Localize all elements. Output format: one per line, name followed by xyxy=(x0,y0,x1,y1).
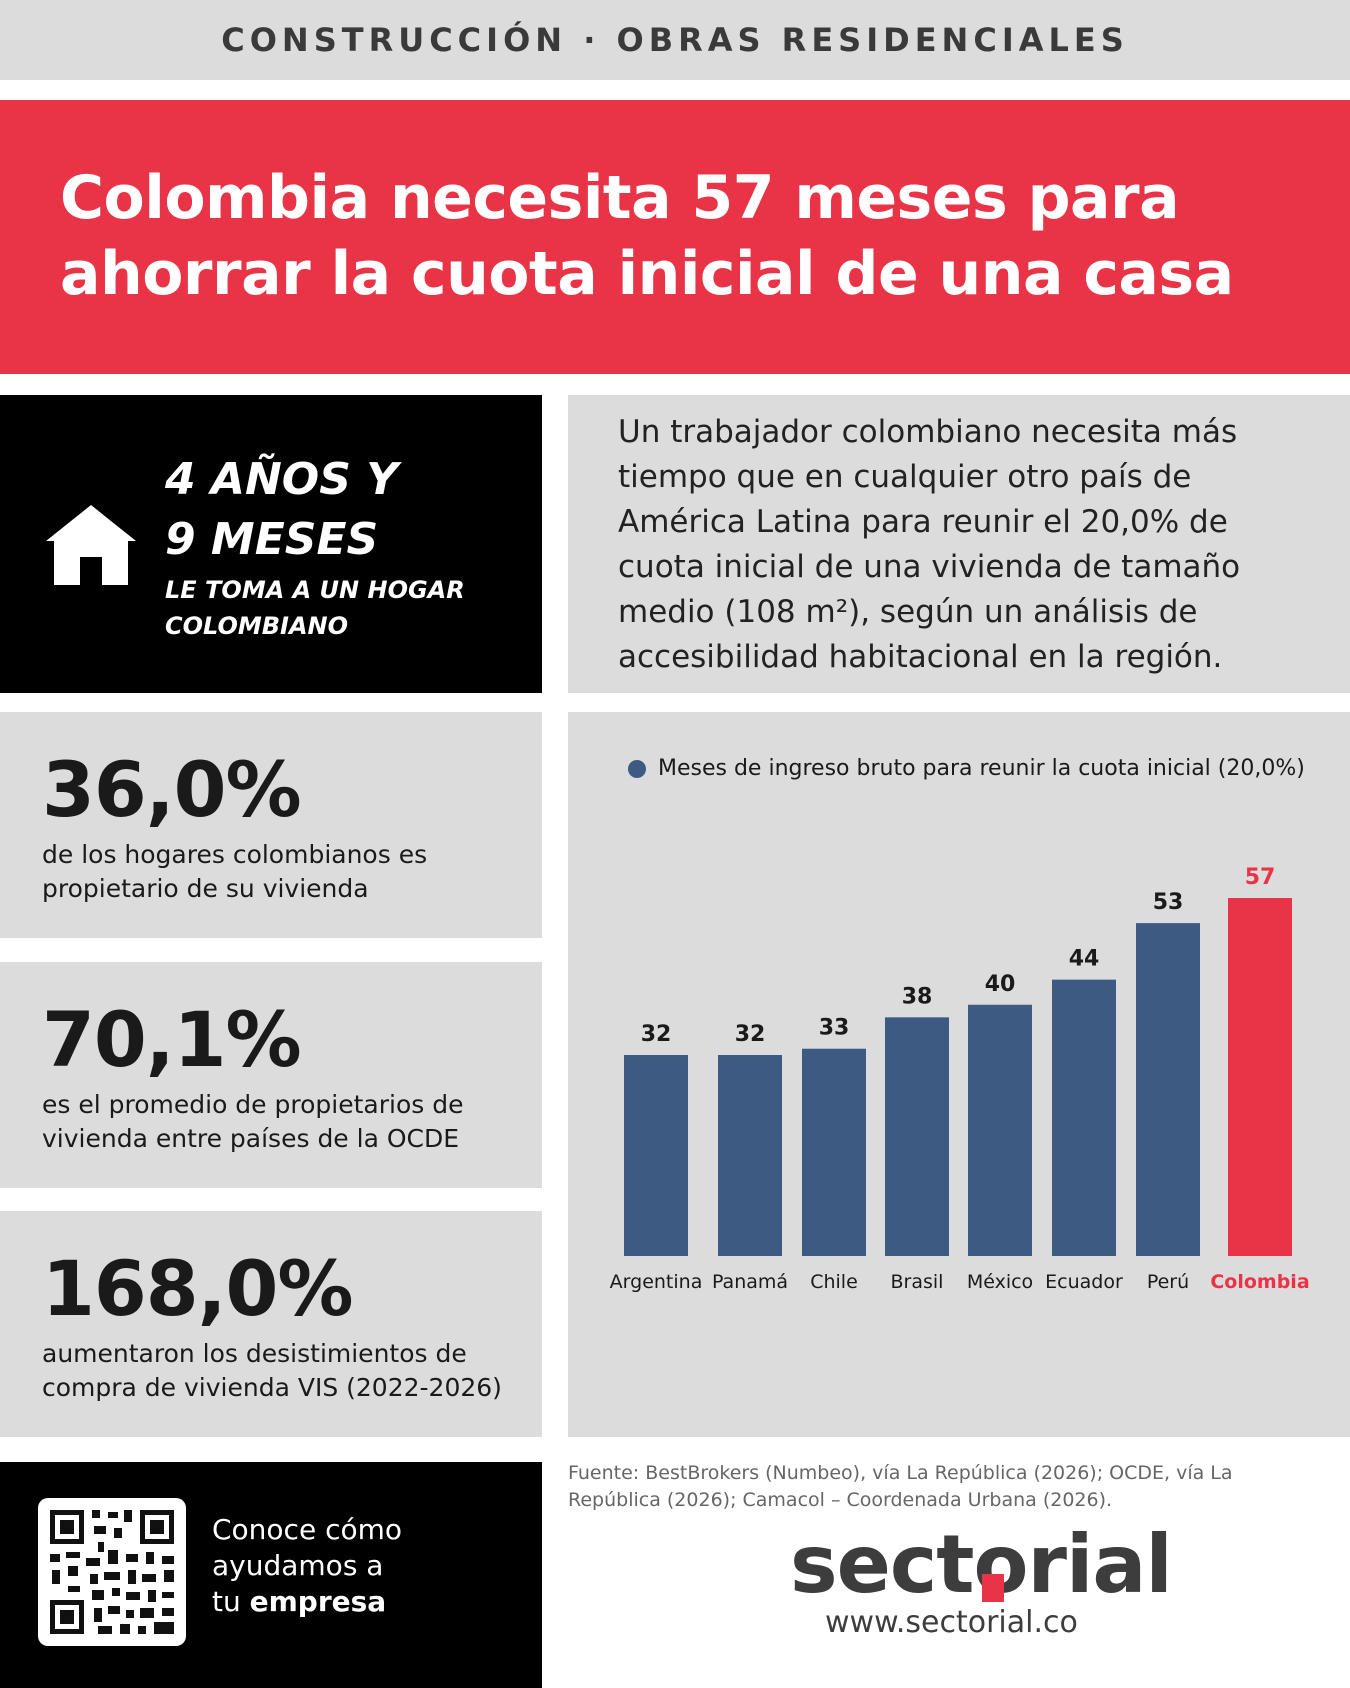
bar-colombia xyxy=(1228,898,1292,1256)
stat-value-1: 36,0% xyxy=(42,745,302,834)
stat-box-3 xyxy=(0,1211,542,1437)
category-label-argentina: Argentina xyxy=(610,1271,703,1293)
highlight-sub1: LE TOMA A UN HOGAR xyxy=(165,576,465,604)
intro-box xyxy=(568,395,1350,693)
brand-logo[interactable]: sectorial xyxy=(790,1518,1173,1611)
highlight-subtitle: LE TOMA A UN HOGAR COLOMBIANO xyxy=(165,572,525,644)
stat-value-3: 168,0% xyxy=(42,1244,354,1333)
category-label-méxico: México xyxy=(967,1271,1033,1293)
source-note: Fuente: BestBrokers (Numbeo), vía La Rep… xyxy=(568,1462,1233,1511)
chart-box xyxy=(568,712,1350,1437)
intro-text: Un trabajador colombiano necesita más ti… xyxy=(618,414,1241,675)
qr-code-icon[interactable] xyxy=(38,1498,186,1646)
bar-argentina xyxy=(624,1055,688,1256)
bar-chart: 32 Argentina 32 Panamá 33 Chile 38 Brasil 40 Méxi… xyxy=(610,865,1310,1293)
legend-label: Meses de ingreso bruto para reunir la cu… xyxy=(658,756,1305,781)
house-icon xyxy=(46,505,136,585)
bar-brasil xyxy=(885,1017,949,1256)
cta-line3-prefix: tu xyxy=(212,1585,250,1618)
bar-perú xyxy=(1136,923,1200,1256)
highlight-line1: 4 AÑOS Y xyxy=(165,454,399,505)
value-label-chile: 33 xyxy=(819,1016,850,1041)
highlight-sub2: COLOMBIANO xyxy=(165,612,349,640)
stat-desc-2: es el promedio de propietarios de vivien… xyxy=(42,1090,464,1153)
category-label-panamá: Panamá xyxy=(712,1271,788,1293)
category-label-colombia: Colombia xyxy=(1210,1271,1309,1293)
category-bar: CONSTRUCCIÓN · OBRAS RESIDENCIALES xyxy=(0,0,1350,80)
value-label-argentina: 32 xyxy=(641,1022,672,1047)
cta-line2: ayudamos a xyxy=(212,1549,384,1582)
bar-méxico xyxy=(968,1004,1032,1256)
bar-chile xyxy=(802,1048,866,1256)
stat-value-2: 70,1% xyxy=(42,995,302,1084)
category-label-perú: Perú xyxy=(1147,1271,1189,1293)
brand-website[interactable]: www.sectorial.co xyxy=(825,1605,1078,1640)
stat-box-2 xyxy=(0,962,542,1188)
logo-accent-icon xyxy=(982,1574,1004,1602)
value-label-méxico: 40 xyxy=(985,972,1016,997)
category-label-ecuador: Ecuador xyxy=(1045,1271,1123,1293)
highlight-duration: 4 AÑOS Y 9 MESES xyxy=(165,450,525,570)
stat-desc-3: aumentaron los desistimientos de compra … xyxy=(42,1339,502,1402)
cta-text[interactable]: Conoce cómo ayudamos a tu empresa xyxy=(212,1512,512,1620)
bar-panamá xyxy=(718,1055,782,1256)
cta-line1: Conoce cómo xyxy=(212,1513,403,1546)
legend-dot xyxy=(628,759,646,778)
category-label: CONSTRUCCIÓN · OBRAS RESIDENCIALES xyxy=(221,21,1129,59)
stat-box-1 xyxy=(0,712,542,938)
value-label-ecuador: 44 xyxy=(1069,947,1100,972)
page-title: Colombia necesita 57 meses para ahorrar … xyxy=(60,163,1234,309)
highlight-line2: 9 MESES xyxy=(165,514,379,565)
value-label-colombia: 57 xyxy=(1245,865,1276,890)
hero-banner: Colombia necesita 57 meses para ahorrar … xyxy=(0,100,1350,374)
chart-legend: Meses de ingreso bruto para reunir la cu… xyxy=(628,756,1305,781)
cta-line3-bold: empresa xyxy=(249,1585,387,1618)
category-label-chile: Chile xyxy=(810,1271,858,1293)
value-label-brasil: 38 xyxy=(902,984,933,1009)
stat-desc-1: de los hogares colombianos es propietari… xyxy=(42,840,428,903)
category-label-brasil: Brasil xyxy=(891,1271,944,1293)
cta-line3: tu empresa xyxy=(212,1584,512,1620)
value-label-perú: 53 xyxy=(1153,890,1184,915)
bar-ecuador xyxy=(1052,979,1116,1256)
value-label-panamá: 32 xyxy=(735,1022,766,1047)
